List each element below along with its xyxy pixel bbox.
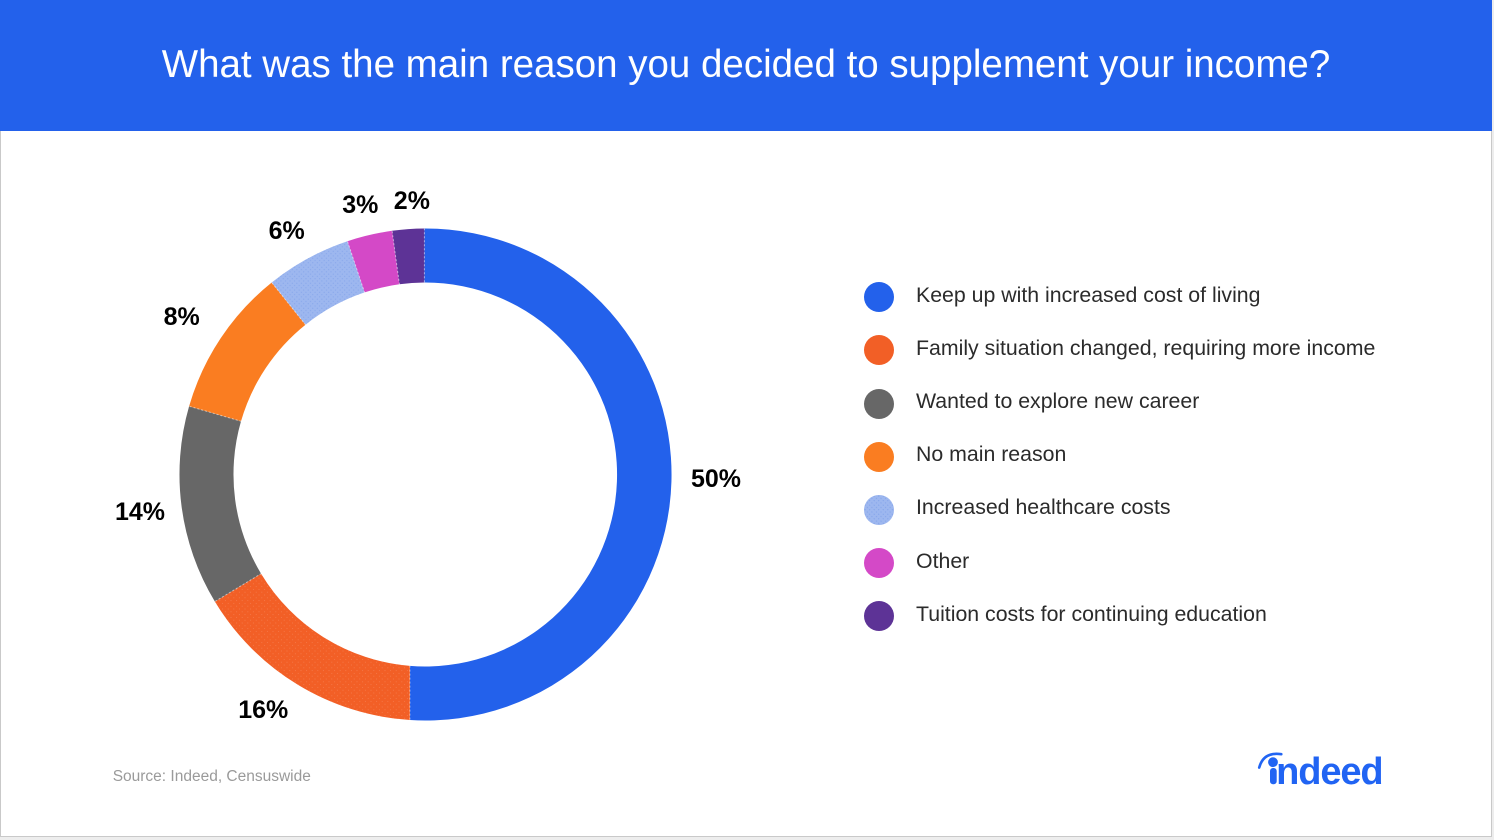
- svg-text:ndeed: ndeed: [1276, 751, 1382, 793]
